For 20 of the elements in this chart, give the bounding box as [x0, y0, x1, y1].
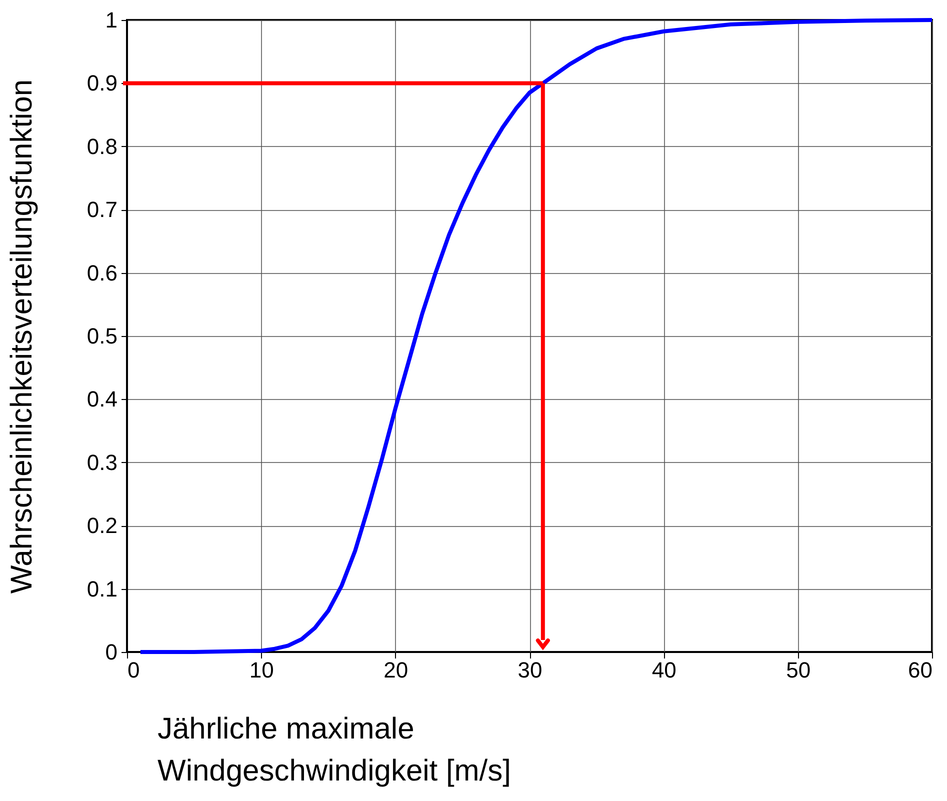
y-tick-label: 0.2 — [86, 513, 118, 538]
y-tick-label: 0 — [105, 640, 118, 664]
x-tick-label: 50 — [786, 658, 811, 682]
x-axis-title: Jährliche maximale Windgeschwindigkeit [m/s] — [158, 712, 511, 788]
y-tick-label: 0.3 — [86, 450, 118, 475]
y-axis-title: Wahrscheinlichkeitsverteilungsfunktion — [6, 79, 38, 594]
y-tick-label: 0.8 — [86, 134, 118, 159]
y-tick-label: 0.4 — [86, 386, 118, 412]
y-tick-label: 0.6 — [86, 260, 118, 286]
y-tick-label: 0.1 — [86, 576, 118, 602]
x-tick-label: 0 — [128, 658, 140, 682]
x-tick-label: 60 — [908, 658, 932, 682]
x-tick-label: 30 — [518, 658, 542, 682]
y-tick-label: 1 — [105, 8, 118, 32]
x-tick-label: 40 — [652, 658, 676, 682]
x-tick-label: 20 — [384, 658, 408, 682]
y-tick-label: 0.7 — [86, 197, 118, 222]
x-tick-label: 10 — [249, 658, 274, 682]
y-tick-label: 0.9 — [86, 70, 118, 96]
y-tick-label: 0.5 — [86, 324, 118, 348]
